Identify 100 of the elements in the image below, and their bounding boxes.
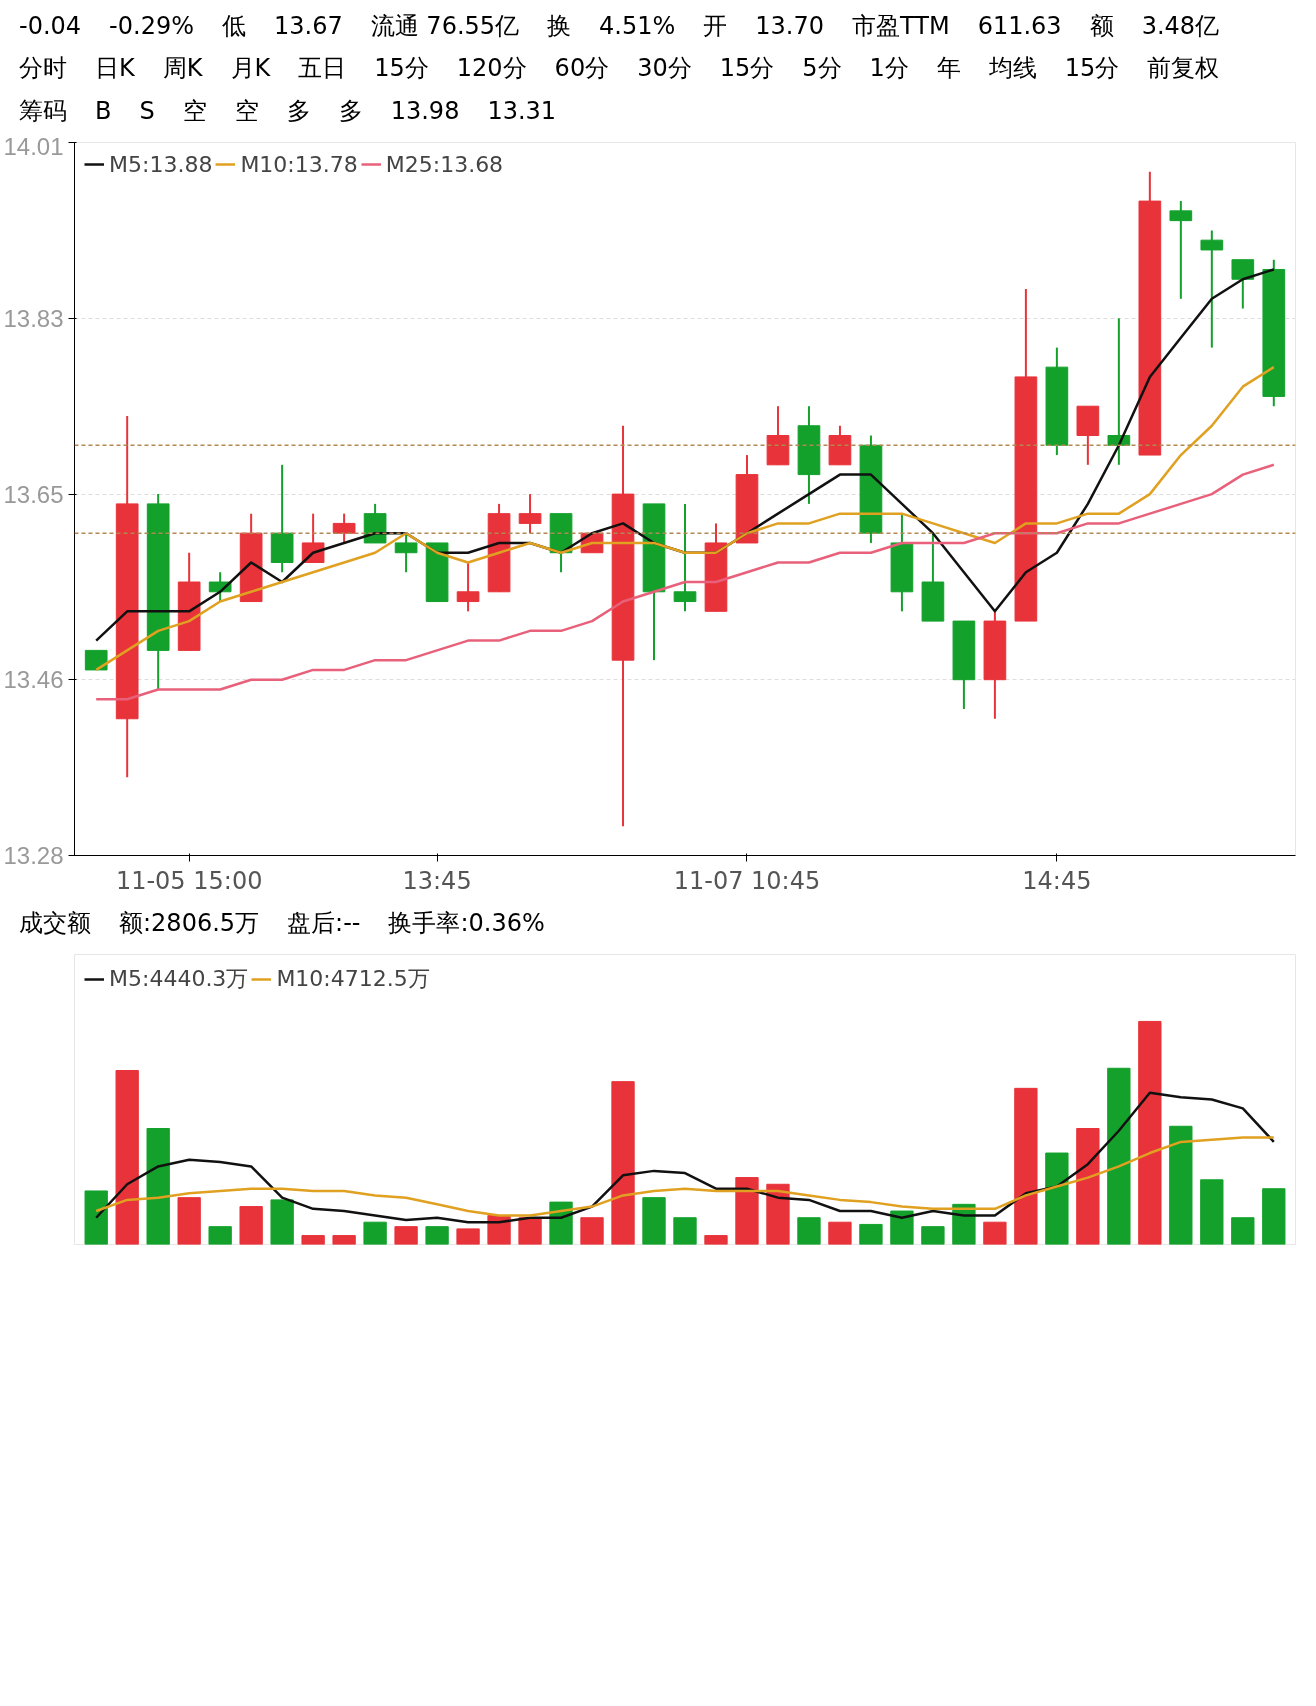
bar	[797, 1217, 821, 1245]
text: 30分	[637, 53, 692, 85]
y-tick-label: 13.83	[3, 304, 64, 332]
text: 分时	[19, 53, 67, 85]
text: 5分	[802, 53, 842, 85]
bar	[642, 1197, 666, 1245]
bar	[1262, 1188, 1286, 1245]
text: 均线	[988, 53, 1037, 85]
candlestick	[1231, 258, 1255, 310]
legend-label: M5:4440.3万	[109, 965, 249, 994]
text: B	[95, 95, 112, 127]
bar	[1107, 1067, 1131, 1245]
text: 流通 76.55亿	[370, 11, 520, 42]
y-tick-label: 13.28	[3, 841, 64, 869]
bar	[828, 1221, 852, 1245]
text: 13.67	[274, 11, 343, 42]
candlestick	[1169, 199, 1193, 300]
bar	[518, 1217, 542, 1245]
bar	[1231, 1217, 1255, 1245]
legend-label: M10:13.78	[240, 151, 358, 177]
y-tick-label: 14.01	[3, 132, 64, 160]
bar	[332, 1235, 356, 1245]
bar	[735, 1177, 759, 1245]
bar	[704, 1235, 728, 1245]
text: 120分	[456, 53, 527, 85]
text: 60分	[554, 53, 610, 85]
candlestick	[1200, 229, 1224, 349]
text: 15分	[374, 53, 429, 85]
bar	[84, 1190, 108, 1245]
bar	[921, 1226, 945, 1245]
text: 空	[234, 95, 259, 127]
line-series	[94, 463, 1276, 701]
text: S	[139, 95, 155, 127]
text: 低	[222, 11, 247, 42]
bar	[1014, 1087, 1038, 1245]
text: 额:2806.5万	[119, 907, 260, 939]
text: 13.98	[390, 95, 460, 127]
candlestick	[394, 532, 418, 574]
legend-label: M10:4712.5万	[276, 965, 430, 994]
bar	[766, 1183, 790, 1245]
bar	[301, 1235, 325, 1245]
text: 611.63	[977, 11, 1062, 42]
bar	[580, 1217, 604, 1245]
text: 1分	[869, 53, 909, 85]
text: 空	[182, 95, 207, 127]
text: 前复权	[1147, 53, 1220, 85]
y-tick-label: 13.46	[3, 666, 64, 694]
text: -0.29%	[109, 11, 195, 42]
bar	[859, 1224, 883, 1245]
text: 3.48亿	[1141, 11, 1220, 42]
bar	[177, 1197, 201, 1245]
text: 15分	[1064, 53, 1120, 85]
x-tick-label: 11-05 15:00	[115, 866, 263, 895]
text: 开	[703, 11, 728, 42]
text: 换	[547, 11, 572, 42]
candlestick	[332, 512, 356, 544]
x-tick-label: 13:45	[402, 866, 472, 895]
text: 13.70	[755, 11, 825, 42]
bar	[1200, 1179, 1224, 1245]
bar	[673, 1217, 697, 1245]
text: 筹码	[19, 95, 67, 127]
text: 月K	[230, 53, 271, 85]
bar	[270, 1199, 294, 1245]
line-series	[94, 365, 1276, 672]
bar	[1138, 1021, 1162, 1245]
legend-label: M25:13.68	[385, 151, 504, 177]
text: 额	[1089, 11, 1114, 42]
bar	[146, 1128, 170, 1245]
bar	[425, 1226, 449, 1245]
bar	[890, 1210, 914, 1245]
bar	[363, 1221, 387, 1245]
bar	[394, 1226, 418, 1245]
x-tick-label: 11-07 10:45	[673, 866, 821, 895]
bar	[1045, 1152, 1069, 1245]
text: -0.04	[19, 11, 82, 42]
bar	[983, 1221, 1007, 1245]
x-tick-label: 14:45	[1022, 866, 1092, 895]
text: 多	[338, 95, 363, 127]
bar	[456, 1228, 480, 1245]
bar	[1169, 1125, 1193, 1245]
text: 年	[936, 53, 961, 85]
text: 周K	[162, 53, 203, 85]
legend-label: M5:13.88	[109, 151, 213, 177]
candlestick	[518, 492, 542, 535]
text: 多	[286, 95, 311, 127]
text: 盘后:--	[287, 907, 361, 939]
text: 13.31	[487, 95, 557, 127]
text: 市盈TTM	[852, 11, 950, 42]
y-tick-label: 13.65	[3, 480, 64, 508]
candlestick	[673, 502, 697, 613]
text: 4.51%	[599, 11, 676, 42]
bar	[611, 1081, 635, 1245]
bar	[208, 1226, 232, 1245]
text: 15分	[719, 53, 775, 85]
text: 五日	[298, 53, 347, 85]
text: 日K	[95, 53, 135, 85]
text: 成交额	[19, 907, 91, 939]
text: 换手率:0.36%	[388, 907, 545, 939]
bar	[1076, 1128, 1100, 1245]
bar	[115, 1070, 139, 1245]
